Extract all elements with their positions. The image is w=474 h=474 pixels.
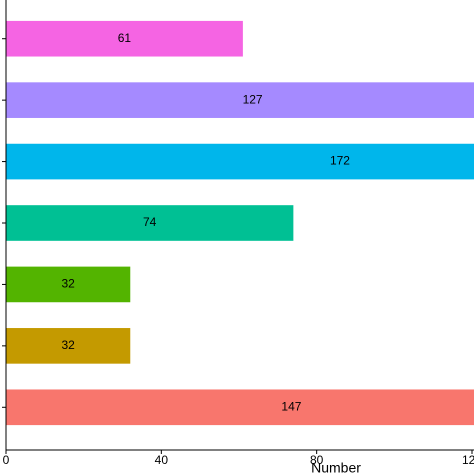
value-label: 61 xyxy=(118,31,132,45)
bar xyxy=(6,143,474,180)
x-tick-label: 40 xyxy=(155,453,169,467)
value-label: 147 xyxy=(281,399,301,413)
x-tick-label: 120 xyxy=(462,453,474,467)
bar xyxy=(6,205,294,241)
x-axis-title: Number xyxy=(311,460,361,474)
x-tick-label: 80 xyxy=(310,453,324,467)
value-label: 32 xyxy=(61,277,75,291)
bar xyxy=(6,389,474,426)
value-label: 172 xyxy=(330,154,350,168)
bar xyxy=(6,82,474,118)
bar xyxy=(6,266,131,303)
value-label: 127 xyxy=(243,92,263,106)
value-label: 74 xyxy=(143,215,157,229)
value-label: 32 xyxy=(61,338,75,352)
bar xyxy=(6,20,243,57)
bar xyxy=(6,328,131,364)
x-tick-label: 0 xyxy=(3,453,10,467)
